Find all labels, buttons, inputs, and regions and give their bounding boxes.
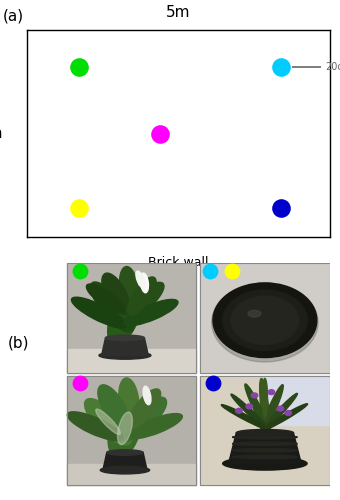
Ellipse shape [98, 385, 129, 428]
Circle shape [251, 393, 258, 398]
Ellipse shape [71, 297, 126, 328]
Polygon shape [103, 452, 147, 470]
Bar [67, 263, 197, 373]
Ellipse shape [96, 409, 120, 434]
Bar [67, 349, 197, 373]
Text: (a): (a) [3, 9, 24, 24]
Text: 20cm: 20cm [325, 62, 340, 72]
Ellipse shape [223, 290, 307, 350]
Ellipse shape [245, 384, 272, 438]
Bar [200, 263, 330, 373]
Bar [67, 263, 197, 373]
Ellipse shape [143, 386, 151, 404]
Text: Brick wall: Brick wall [148, 256, 209, 269]
Point [158, 130, 163, 138]
Ellipse shape [67, 412, 123, 440]
Text: 5m: 5m [166, 4, 191, 20]
Ellipse shape [233, 436, 298, 439]
Ellipse shape [136, 271, 145, 288]
Bar [67, 376, 197, 486]
Ellipse shape [86, 284, 124, 312]
Ellipse shape [85, 398, 132, 445]
Circle shape [236, 408, 242, 413]
Ellipse shape [259, 384, 283, 437]
Ellipse shape [105, 335, 144, 340]
Point [230, 267, 235, 275]
Ellipse shape [260, 378, 270, 438]
Ellipse shape [258, 394, 298, 435]
Ellipse shape [108, 286, 142, 345]
Ellipse shape [233, 448, 298, 452]
Ellipse shape [117, 397, 167, 442]
Ellipse shape [119, 266, 138, 308]
Ellipse shape [236, 430, 293, 436]
Ellipse shape [107, 450, 143, 456]
Ellipse shape [231, 296, 299, 344]
Ellipse shape [124, 300, 178, 326]
Point [77, 267, 82, 275]
Point [279, 64, 284, 72]
Text: (b): (b) [7, 336, 29, 350]
Ellipse shape [127, 414, 182, 439]
Bar [200, 376, 330, 486]
Ellipse shape [262, 378, 268, 417]
Bar [200, 376, 330, 486]
Point [76, 64, 81, 72]
Point [210, 380, 216, 388]
Bar [265, 376, 330, 425]
Ellipse shape [223, 457, 307, 470]
Bar [67, 464, 197, 485]
Ellipse shape [261, 404, 308, 431]
Ellipse shape [108, 398, 142, 458]
Circle shape [246, 404, 253, 409]
Ellipse shape [90, 282, 134, 332]
Bar [200, 263, 330, 373]
Ellipse shape [112, 282, 164, 328]
Ellipse shape [128, 389, 160, 428]
Ellipse shape [140, 273, 149, 293]
Point [77, 380, 82, 388]
Ellipse shape [248, 310, 261, 317]
Ellipse shape [100, 466, 150, 474]
Polygon shape [228, 433, 301, 464]
Ellipse shape [212, 283, 318, 362]
Polygon shape [102, 338, 148, 355]
Point [279, 204, 284, 212]
Ellipse shape [213, 283, 317, 358]
Circle shape [285, 410, 291, 416]
Ellipse shape [118, 412, 132, 444]
Ellipse shape [102, 273, 130, 314]
Ellipse shape [233, 442, 298, 446]
Point [76, 204, 81, 212]
Bar [67, 376, 197, 486]
Ellipse shape [233, 456, 298, 458]
Ellipse shape [99, 352, 151, 359]
Ellipse shape [128, 277, 156, 315]
Point [208, 267, 213, 275]
Circle shape [277, 406, 284, 411]
Ellipse shape [119, 378, 139, 422]
Ellipse shape [221, 404, 270, 430]
Ellipse shape [231, 394, 273, 434]
Text: 4m: 4m [0, 126, 3, 141]
Circle shape [268, 390, 275, 394]
